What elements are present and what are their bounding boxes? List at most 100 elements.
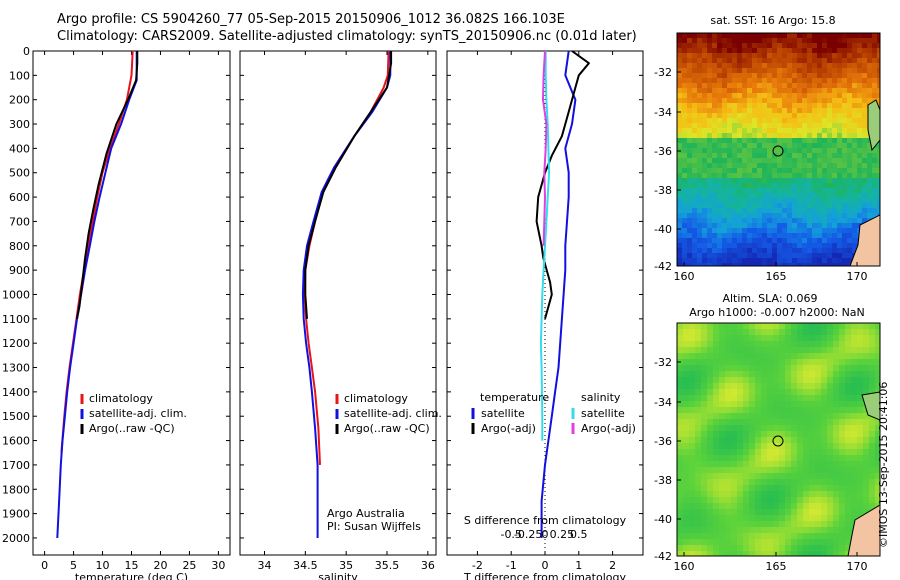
sla-cell [731,455,737,461]
sst-cell [677,178,682,183]
sst-cell [837,163,842,168]
sla-cell [725,533,731,539]
sst-cell [747,123,752,128]
sst-cell [852,223,857,228]
map-y-tick-label: -40 [654,513,672,526]
sla-cell [749,419,755,425]
sst-cell [752,183,757,188]
sst-cell [847,258,852,263]
sst-cell [747,98,752,103]
sst-cell [807,123,812,128]
sst-cell [717,193,722,198]
sst-cell [837,108,842,113]
sst-cell [787,118,792,123]
sla-cell [695,347,701,353]
sst-cell [777,163,782,168]
sst-cell [817,173,822,178]
sst-cell [807,183,812,188]
sst-cell [757,198,762,203]
sst-cell [727,173,732,178]
sst-cell [767,253,772,258]
sst-cell [722,83,727,88]
sla-cell [833,389,839,395]
sla-cell [791,431,797,437]
sla-cell [797,407,803,413]
sst-cell [692,238,697,243]
sst-cell [732,158,737,163]
depth-tick-label: 0 [23,45,30,58]
sst-cell [727,83,732,88]
sla-cell [851,401,857,407]
sst-cell [827,198,832,203]
sst-cell [837,258,842,263]
sst-cell [822,58,827,63]
sst-cell [852,198,857,203]
sst-cell [697,238,702,243]
sst-cell [842,238,847,243]
sst-cell [762,128,767,133]
sst-cell [802,253,807,258]
sst-cell [767,113,772,118]
sla-cell [809,521,815,527]
x-tick-label: 35.5 [375,559,400,572]
sst-cell [712,78,717,83]
sst-cell [682,138,687,143]
sst-cell [837,228,842,233]
sla-cell [863,389,869,395]
sst-cell [787,78,792,83]
sst-cell [782,118,787,123]
sst-cell [717,203,722,208]
sst-cell [752,208,757,213]
sla-cell [701,335,707,341]
sst-cell [787,108,792,113]
sla-cell [803,515,809,521]
sst-cell [742,233,747,238]
sst-cell [787,223,792,228]
sst-cell [812,58,817,63]
sla-cell [767,539,773,545]
sla-cell [839,515,845,521]
sla-cell [713,371,719,377]
sst-cell [857,188,862,193]
sla-cell [779,341,785,347]
sst-cell [727,178,732,183]
sst-cell [747,118,752,123]
sst-cell [847,68,852,73]
sla-cell [803,425,809,431]
sst-cell [782,243,787,248]
sst-cell [727,58,732,63]
sla-cell [791,509,797,515]
sst-cell [837,238,842,243]
sst-cell [692,168,697,173]
sst-cell [877,148,880,153]
sla-cell [743,341,749,347]
sst-cell [827,73,832,78]
sla-cell [683,413,689,419]
sla-cell [797,551,803,556]
sst-cell [717,173,722,178]
sla-cell [827,527,833,533]
sla-cell [737,437,743,443]
sst-cell [862,113,867,118]
sst-cell [707,213,712,218]
sla-cell [827,425,833,431]
sst-cell [722,203,727,208]
sst-cell [732,153,737,158]
sla-cell [785,533,791,539]
sst-cell [737,163,742,168]
sst-cell [852,118,857,123]
sst-cell [762,123,767,128]
sla-cell [791,359,797,365]
sla-cell [785,503,791,509]
sla-cell [845,485,851,491]
sst-cell [837,63,842,68]
sst-cell [872,193,877,198]
sst-cell [782,148,787,153]
sst-cell [712,98,717,103]
sst-cell [782,93,787,98]
sst-cell [747,83,752,88]
sst-cell [772,238,777,243]
sla-cell [683,467,689,473]
sla-cell [833,341,839,347]
sst-cell [692,133,697,138]
